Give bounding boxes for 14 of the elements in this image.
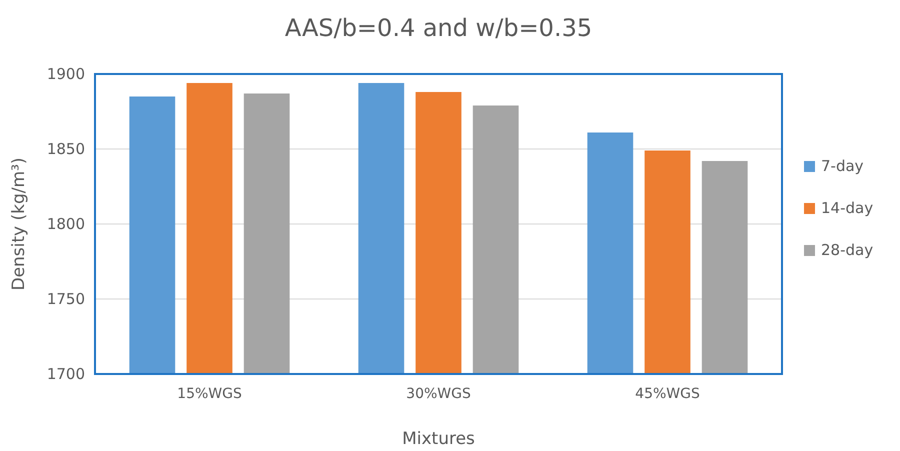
x-tick-label: 30%WGS [406, 386, 471, 402]
x-tick-label: 45%WGS [635, 386, 700, 402]
y-tick-label: 1850 [46, 140, 85, 158]
y-tick-label: 1800 [46, 214, 85, 233]
y-tick-label: 1700 [46, 364, 85, 383]
y-axis-title: Density (kg/m³) [9, 157, 29, 291]
y-tick-label: 1900 [46, 64, 85, 83]
x-tick-label: 15%WGS [177, 386, 242, 402]
x-axis-title: Mixtures [402, 429, 476, 449]
legend-label: 28-day [821, 241, 874, 259]
legend-label: 14-day [821, 199, 874, 217]
y-tick-label: 1750 [46, 290, 85, 308]
chart-title: AAS/b=0.4 and w/b=0.35 [284, 14, 592, 42]
legend-label: 7-day [821, 157, 864, 175]
